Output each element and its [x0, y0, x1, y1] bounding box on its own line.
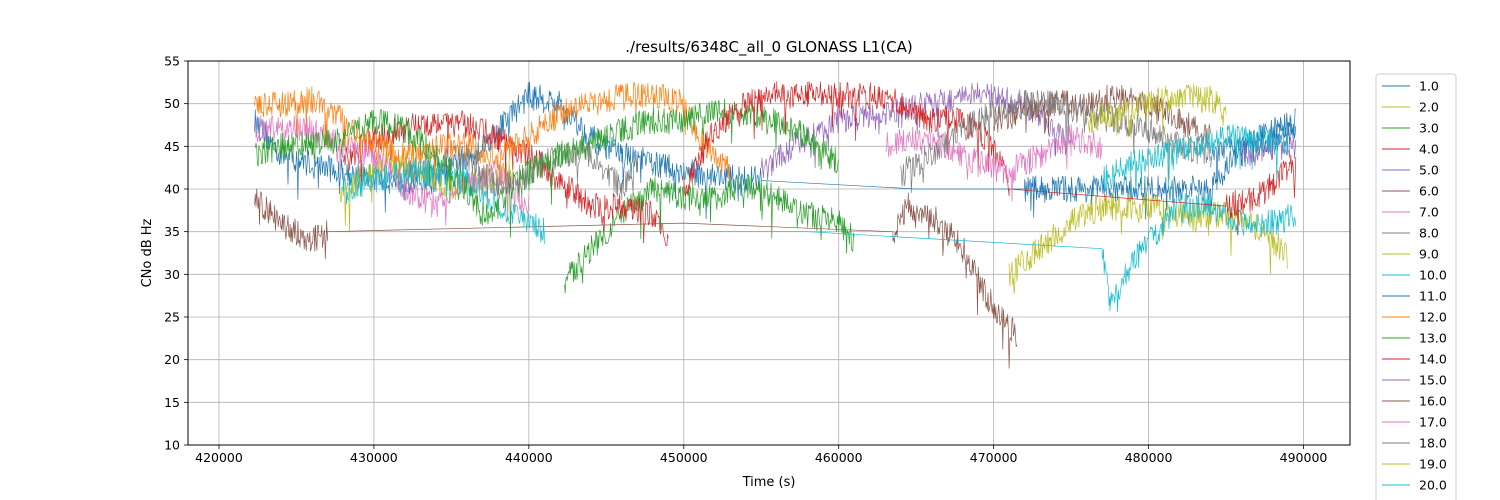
series-line	[254, 98, 840, 238]
legend-label: 5.0	[1419, 163, 1439, 178]
ticks: 420000 430000 440000 450000 460000 470000 4800…	[164, 54, 1327, 466]
legend-label: 12.0	[1419, 310, 1447, 325]
x-tick-label: 450000	[660, 450, 708, 465]
y-tick-label: 40	[164, 182, 180, 197]
legend-label: 21.0	[1419, 499, 1447, 500]
legend-label: 18.0	[1419, 436, 1447, 451]
y-tick-label: 20	[164, 352, 180, 367]
legend-label: 13.0	[1419, 331, 1447, 346]
y-tick-label: 50	[164, 96, 180, 111]
legend-label: 3.0	[1419, 121, 1439, 136]
series-line	[1086, 83, 1227, 139]
legend-label: 10.0	[1419, 268, 1447, 283]
legend-label: 17.0	[1419, 415, 1447, 430]
y-tick-label: 35	[164, 224, 180, 239]
legend-label: 15.0	[1419, 373, 1447, 388]
legend-box	[1375, 73, 1457, 500]
series-line	[254, 81, 731, 183]
legend-label: 14.0	[1419, 352, 1447, 367]
legend-label: 16.0	[1419, 394, 1447, 409]
series-line	[760, 82, 1072, 181]
x-tick-label: 470000	[970, 450, 1018, 465]
legend-label: 4.0	[1419, 142, 1439, 157]
legend-label: 9.0	[1419, 247, 1439, 262]
x-axis-label: Time (s)	[742, 475, 796, 490]
legend-label: 1.0	[1419, 79, 1439, 94]
legend-label: 2.0	[1419, 100, 1439, 115]
y-tick-label: 15	[164, 395, 180, 410]
legend-label: 11.0	[1419, 289, 1447, 304]
x-tick-label: 420000	[195, 450, 243, 465]
legend-label: 20.0	[1419, 478, 1447, 493]
series-group	[254, 81, 1297, 369]
x-tick-label: 440000	[505, 450, 553, 465]
chart-title: ./results/6348C_all_0 GLONASS L1(CA)	[625, 38, 913, 57]
x-tick-label: 430000	[350, 450, 398, 465]
y-tick-label: 30	[164, 267, 180, 282]
series-line	[900, 89, 1211, 194]
legend: 1.0 2.0 3.0 4.0 5.0 6.0 7.0 8.0 9.0 10.0 11.0 12.0 1…	[1375, 73, 1457, 500]
series-line	[342, 158, 1297, 312]
y-tick-label: 25	[164, 310, 180, 325]
series-line	[1210, 117, 1297, 191]
series-line	[1101, 123, 1289, 198]
series-line	[404, 141, 638, 205]
series-line	[683, 81, 1297, 236]
series-line	[993, 84, 1211, 148]
y-tick-label: 10	[164, 438, 180, 453]
x-tick-label: 490000	[1280, 450, 1328, 465]
x-tick-label: 480000	[1125, 450, 1173, 465]
legend-label: 6.0	[1419, 184, 1439, 199]
legend-label: 7.0	[1419, 205, 1439, 220]
plot-frame	[187, 60, 1351, 446]
y-tick-label: 45	[164, 139, 180, 154]
legend-label: 19.0	[1419, 457, 1447, 472]
legend-label: 8.0	[1419, 226, 1439, 241]
y-axis-label: CNo dB Hz	[140, 218, 155, 287]
series-line	[254, 188, 1018, 369]
y-tick-label: 55	[164, 54, 180, 69]
x-tick-label: 460000	[815, 450, 863, 465]
